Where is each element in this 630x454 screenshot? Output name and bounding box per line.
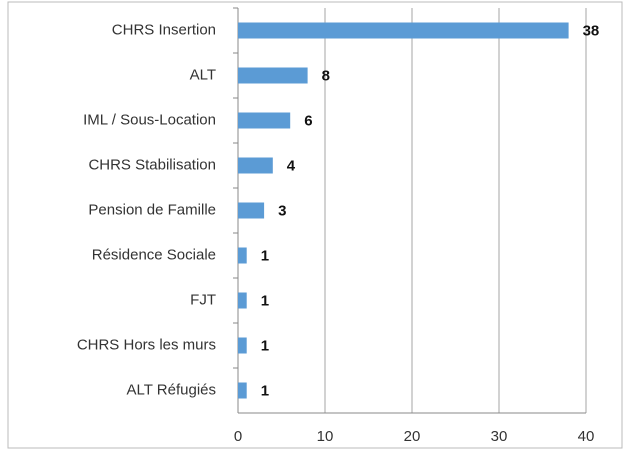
x-tick-label: 10 — [317, 428, 334, 445]
x-tick-label: 0 — [234, 428, 242, 445]
y-tick-label: Pension de Famille — [88, 201, 216, 218]
bar — [238, 67, 308, 84]
bar — [238, 112, 291, 129]
bar — [238, 382, 247, 399]
data-label: 1 — [261, 382, 269, 399]
bar — [238, 247, 247, 264]
y-tick-label: IML / Sous-Location — [83, 111, 216, 128]
y-tick-label: CHRS Hors les murs — [77, 336, 216, 353]
chart-border — [7, 1, 623, 449]
data-label: 38 — [583, 22, 600, 39]
bar — [238, 22, 569, 39]
data-label: 6 — [304, 112, 312, 129]
x-tick-label: 40 — [578, 428, 595, 445]
data-label: 1 — [261, 292, 269, 309]
bar — [238, 202, 265, 219]
data-label: 8 — [322, 67, 330, 84]
data-label: 4 — [287, 157, 296, 174]
y-tick-label: Résidence Sociale — [92, 246, 216, 263]
bar — [238, 292, 247, 309]
y-tick-label: CHRS Stabilisation — [88, 156, 216, 173]
data-label: 1 — [261, 337, 269, 354]
y-tick-label: CHRS Insertion — [112, 21, 216, 38]
bar — [238, 157, 273, 174]
data-label: 3 — [278, 202, 286, 219]
y-tick-label: ALT — [190, 66, 216, 83]
x-tick-label: 30 — [491, 428, 508, 445]
data-label: 1 — [261, 247, 269, 264]
bar — [238, 337, 247, 354]
y-tick-label: FJT — [190, 291, 216, 308]
x-tick-label: 20 — [404, 428, 421, 445]
y-tick-label: ALT Réfugiés — [127, 381, 217, 398]
